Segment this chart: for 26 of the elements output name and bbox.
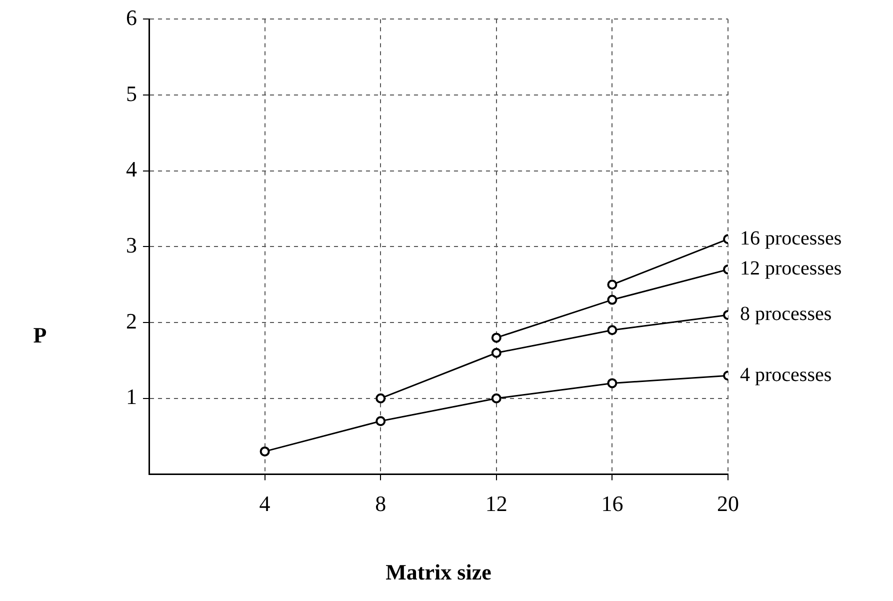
series-label: 8 processes — [740, 303, 832, 326]
point — [491, 332, 502, 343]
series-label: 16 processes — [740, 227, 842, 250]
y-tick-label: 1 — [126, 384, 137, 410]
y-tick-label: 3 — [126, 232, 137, 258]
series-label: 12 processes — [740, 258, 842, 280]
y-axis-title: P — [33, 322, 47, 348]
x-tick-label: 12 — [485, 491, 508, 516]
y-tick-label: 2 — [126, 308, 137, 334]
x-tick-label: 8 — [375, 491, 386, 516]
x-axis-title: Matrix size — [386, 559, 492, 584]
point — [607, 294, 618, 305]
point — [491, 393, 502, 404]
x-tick-label: 16 — [601, 491, 624, 516]
y-tick-label: 4 — [126, 156, 137, 182]
point — [491, 348, 502, 358]
y-tick-label: 6 — [126, 4, 137, 30]
point — [607, 378, 618, 388]
point — [607, 325, 618, 336]
x-tick-label: 4 — [259, 491, 270, 516]
y-tick-label: 5 — [126, 80, 137, 106]
point — [376, 393, 386, 404]
series-label: 4 processes — [740, 364, 832, 386]
point — [376, 416, 386, 426]
x-tick-label: 20 — [717, 491, 739, 516]
point — [260, 446, 270, 456]
